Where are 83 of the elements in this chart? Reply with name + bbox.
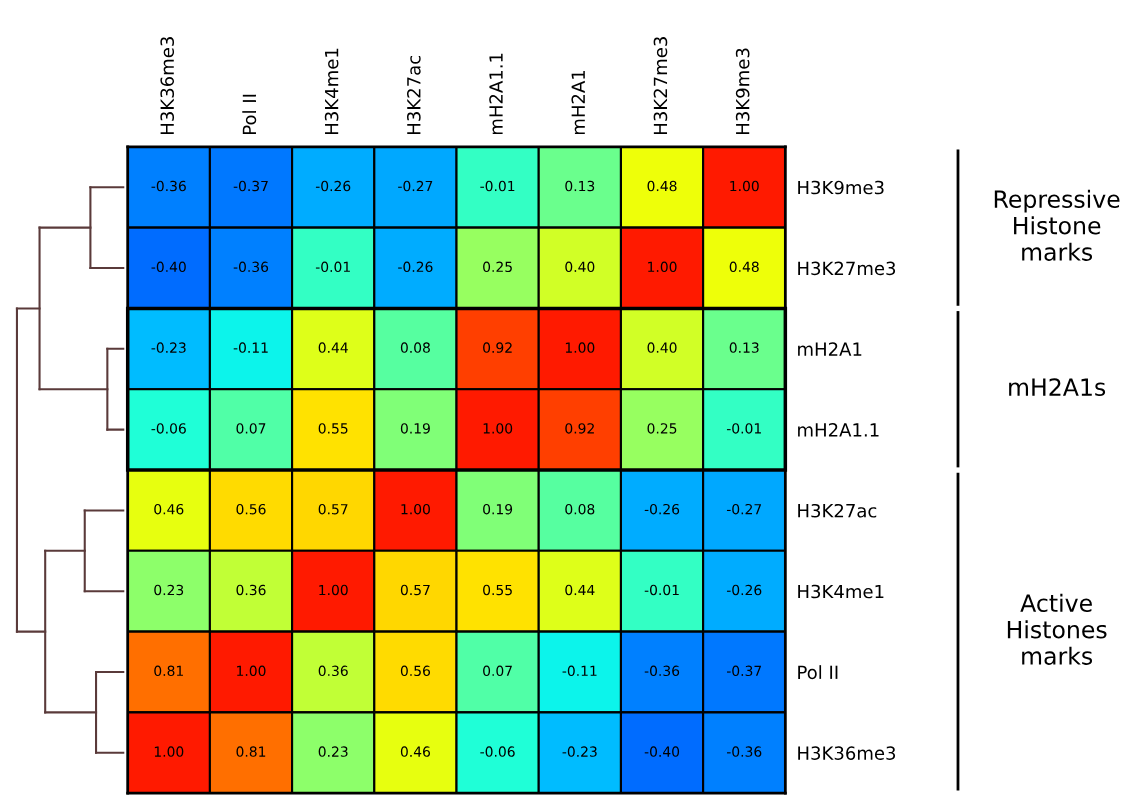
data-label: -0.01	[480, 180, 515, 192]
x-tick-label: H3K36me3	[160, 37, 175, 134]
data-label: 0.08	[565, 503, 595, 515]
data-label: 1.00	[648, 261, 677, 273]
data-label: 0.48	[729, 261, 759, 273]
x-tick-label: Pol II	[242, 94, 257, 134]
data-label: -0.37	[233, 180, 268, 192]
y-tick-label: H3K9me3	[798, 180, 884, 195]
x-tick-label: H3K9me3	[735, 48, 750, 134]
data-label: -0.26	[315, 180, 351, 192]
data-label: 0.36	[236, 584, 266, 596]
data-label: -0.06	[480, 746, 515, 757]
data-label: -0.23	[562, 746, 597, 757]
data-label: 1.00	[565, 342, 595, 353]
data-label: 0.55	[318, 423, 348, 434]
data-label: 1.00	[730, 180, 759, 192]
text: Active Histones marks	[1007, 593, 1107, 665]
data-label: 0.57	[318, 503, 348, 515]
data-label: 1.00	[237, 665, 266, 677]
data-label: 0.81	[154, 665, 183, 677]
x-tick-label: H3K27me3	[653, 37, 668, 134]
text: Repressive Histone marks	[994, 189, 1120, 261]
data-label: 0.08	[400, 342, 430, 353]
data-label: 0.07	[483, 665, 512, 677]
data-label: -0.06	[151, 423, 186, 434]
data-label: -0.37	[726, 665, 762, 677]
y-tick-label: Pol II	[798, 665, 838, 680]
data-label: -0.40	[644, 746, 680, 757]
data-label: -0.36	[726, 746, 762, 757]
data-label: -0.27	[398, 180, 433, 192]
data-label: 0.23	[318, 746, 348, 757]
data-label: -0.26	[644, 503, 680, 515]
data-label: 1.00	[319, 584, 348, 596]
data-label: 0.55	[483, 584, 512, 596]
data-label: -0.01	[726, 423, 761, 434]
data-label: 0.44	[565, 584, 595, 596]
data-label: -0.11	[562, 665, 597, 677]
data-label: -0.23	[151, 342, 186, 353]
data-label: 0.92	[565, 423, 594, 434]
data-label: 0.19	[483, 503, 513, 515]
data-label: 0.40	[647, 342, 677, 353]
data-label: 0.07	[236, 423, 266, 434]
data-label: 0.19	[400, 423, 430, 434]
data-label: 0.13	[729, 342, 759, 353]
data-label: 0.40	[565, 261, 595, 273]
data-label: -0.36	[644, 665, 680, 677]
data-label: 0.56	[400, 665, 430, 677]
data-label: 0.25	[483, 261, 512, 273]
data-label: -0.26	[398, 261, 433, 273]
y-tick-label: mH2A1.1	[798, 423, 879, 437]
data-label: 0.48	[647, 180, 677, 192]
data-label: 0.46	[154, 503, 184, 515]
data-label: -0.11	[233, 342, 268, 353]
data-label: 1.00	[401, 503, 430, 515]
y-tick-label: mH2A1	[798, 342, 862, 356]
data-label: 0.81	[236, 746, 266, 757]
text: mH2A1s	[1009, 378, 1106, 397]
data-label: 0.57	[400, 584, 430, 596]
data-label: -0.36	[233, 261, 269, 273]
y-tick-label: H3K27ac	[798, 503, 877, 518]
data-label: 1.00	[483, 423, 513, 434]
data-label: 0.92	[483, 342, 512, 353]
x-tick-label: H3K4me1	[324, 48, 339, 134]
data-label: 0.25	[647, 423, 677, 434]
data-label: 0.44	[318, 342, 348, 353]
data-label: 0.46	[400, 746, 430, 757]
y-tick-label: H3K36me3	[798, 746, 896, 760]
x-tick-label: mH2A1	[571, 70, 585, 135]
data-label: 0.56	[236, 503, 266, 515]
data-label: 0.23	[154, 584, 184, 596]
data-label: -0.27	[726, 503, 762, 515]
data-label: -0.40	[151, 261, 186, 273]
data-label: -0.01	[644, 584, 679, 596]
data-label: 0.36	[318, 665, 348, 677]
y-tick-label: H3K4me1	[798, 584, 884, 599]
y-tick-label: H3K27me3	[798, 261, 896, 276]
data-label: -0.36	[151, 180, 186, 192]
x-tick-label: mH2A1.1	[489, 53, 503, 135]
data-label: 0.13	[565, 180, 595, 192]
data-label: -0.26	[726, 584, 762, 596]
data-label: -0.01	[315, 261, 350, 273]
data-label: 1.00	[154, 746, 184, 757]
x-tick-label: H3K27ac	[407, 55, 421, 134]
